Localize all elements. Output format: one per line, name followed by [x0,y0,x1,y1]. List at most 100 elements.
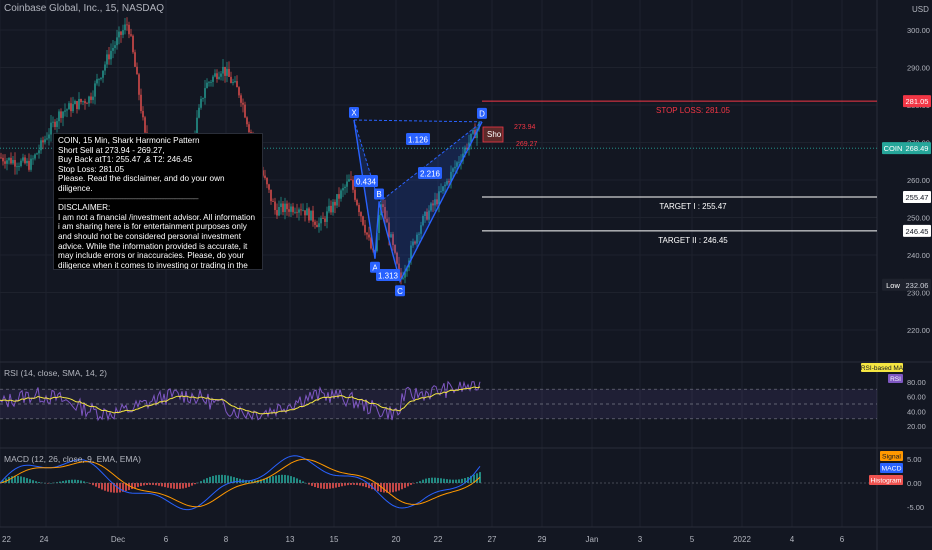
candle-body[interactable] [388,222,390,238]
candle-body[interactable] [56,121,58,127]
candle-body[interactable] [130,34,132,36]
candle-body[interactable] [266,177,268,185]
candle-body[interactable] [314,221,316,225]
candle-body[interactable] [458,161,460,163]
price-badge[interactable] [903,190,931,203]
candle-body[interactable] [264,175,266,178]
candle-body[interactable] [426,211,428,220]
candle-body[interactable] [330,205,332,213]
price-badge[interactable] [903,278,931,291]
candle-body[interactable] [238,87,240,96]
candle-body[interactable] [362,216,364,225]
candle-body[interactable] [336,194,338,206]
candle-body[interactable] [2,157,4,162]
candle-body[interactable] [104,64,106,71]
candle-body[interactable] [230,76,232,83]
candle-body[interactable] [354,189,356,200]
candle-body[interactable] [452,168,454,172]
candle-body[interactable] [102,70,104,78]
ratio-badge[interactable] [376,269,400,281]
candle-body[interactable] [206,82,208,89]
candle-body[interactable] [420,225,422,234]
candle-body[interactable] [392,234,394,246]
candle-body[interactable] [112,47,114,51]
candle-body[interactable] [40,140,42,151]
rsi-ma-line[interactable] [0,386,481,415]
candle-body[interactable] [276,210,278,216]
ratio-badge[interactable] [406,133,430,145]
candle-body[interactable] [30,158,32,170]
candle-body[interactable] [274,201,276,211]
candle-body[interactable] [394,245,396,253]
candle-body[interactable] [94,83,96,97]
candle-body[interactable] [268,184,270,190]
candle-body[interactable] [34,154,36,159]
candle-body[interactable] [248,124,250,133]
candle-body[interactable] [228,68,230,77]
candle-body[interactable] [50,122,52,135]
candle-body[interactable] [338,194,340,199]
candle-body[interactable] [344,186,346,189]
candle-body[interactable] [200,98,202,108]
candle-body[interactable] [144,117,146,133]
candle-body[interactable] [442,186,444,192]
candle-body[interactable] [220,73,222,77]
candle-body[interactable] [304,210,306,216]
rsi-label[interactable]: RSI (14, close, SMA, 14, 2) [4,368,107,378]
candle-body[interactable] [406,267,408,272]
candle-body[interactable] [270,189,272,202]
candle-body[interactable] [296,211,298,213]
candle-body[interactable] [364,224,366,233]
macd-tag[interactable] [869,475,903,485]
candle-body[interactable] [128,24,130,35]
candle-body[interactable] [368,234,370,238]
candle-body[interactable] [100,77,102,79]
candle-body[interactable] [300,209,302,211]
candle-body[interactable] [68,103,70,110]
candle-body[interactable] [212,76,214,82]
candle-body[interactable] [478,122,480,130]
candle-body[interactable] [444,184,446,187]
candle-body[interactable] [8,157,10,161]
candle-body[interactable] [232,81,234,83]
candle-body[interactable] [400,272,402,279]
candle-body[interactable] [384,206,386,219]
candle-body[interactable] [134,52,136,67]
candle-body[interactable] [326,211,328,222]
side-label[interactable] [882,142,904,155]
candle-body[interactable] [320,218,322,224]
candle-body[interactable] [390,234,392,238]
candle-body[interactable] [434,199,436,206]
candle-body[interactable] [74,101,76,105]
macd-pane[interactable] [0,455,877,511]
candle-body[interactable] [476,129,478,139]
candle-body[interactable] [124,24,126,31]
candle-body[interactable] [110,50,112,60]
candle-body[interactable] [0,157,2,159]
currency-label[interactable]: USD [912,5,929,14]
candle-body[interactable] [378,215,380,233]
candle-body[interactable] [440,191,442,192]
harmonic-pattern[interactable]: X A B C D 1.126 0.434 2.216 1.313 Sho 273.94 269.27 [0,107,877,297]
candle-body[interactable] [446,181,448,185]
candle-body[interactable] [42,140,44,143]
candle-body[interactable] [52,121,54,123]
candle-body[interactable] [22,157,24,161]
rsi-tag[interactable] [861,363,903,372]
candle-body[interactable] [214,73,216,77]
short-position-tool[interactable] [482,126,504,143]
candle-body[interactable] [14,160,16,167]
candle-body[interactable] [80,99,82,103]
candle-body[interactable] [38,150,40,154]
candle-body[interactable] [278,206,280,216]
candle-body[interactable] [114,45,116,48]
candle-body[interactable] [204,88,206,98]
candle-body[interactable] [292,206,294,213]
candle-body[interactable] [202,97,204,99]
candle-body[interactable] [70,103,72,112]
candle-body[interactable] [88,96,90,104]
candle-body[interactable] [360,212,362,217]
rsi-line[interactable] [0,380,481,422]
candle-body[interactable] [358,204,360,213]
